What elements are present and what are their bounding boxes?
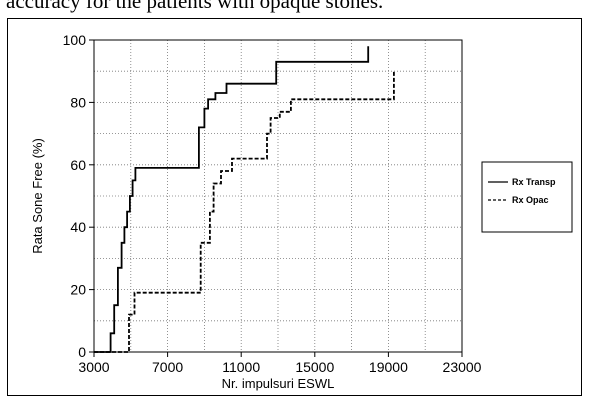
x-tick-label: 7000 bbox=[152, 359, 183, 375]
legend: Rx Transp Rx Opac bbox=[481, 161, 573, 233]
legend-box bbox=[481, 161, 573, 233]
y-axis-title: Rata Sone Free (%) bbox=[30, 138, 45, 254]
x-tick-label: 23000 bbox=[443, 359, 482, 375]
y-tick-label: 60 bbox=[70, 157, 86, 173]
y-tick-label: 0 bbox=[78, 344, 86, 360]
caption-text: accuracy for the patients with opaque st… bbox=[6, 0, 384, 13]
legend-label-1: Rx Transp bbox=[512, 177, 556, 187]
y-tick-label: 100 bbox=[63, 32, 87, 48]
x-axis-title: Nr. impulsuri ESWL bbox=[222, 376, 335, 391]
axis-ticks: 3000 7000 11000 15000 19000 23000 0 20 40 60 80 100 bbox=[63, 32, 482, 375]
x-tick-label: 19000 bbox=[369, 359, 408, 375]
series-line-2 bbox=[94, 71, 395, 353]
y-tick-label: 20 bbox=[70, 282, 86, 298]
series-line-1 bbox=[94, 46, 370, 353]
plot-area bbox=[93, 39, 463, 353]
y-tick-label: 80 bbox=[70, 94, 86, 110]
x-tick-label: 11000 bbox=[222, 359, 260, 375]
x-tick-label: 15000 bbox=[295, 359, 334, 375]
y-tick-label: 40 bbox=[70, 219, 86, 235]
legend-label-2: Rx Opac bbox=[512, 195, 549, 205]
x-tick-label: 3000 bbox=[78, 359, 109, 375]
gridlines bbox=[94, 40, 462, 352]
series-layer bbox=[94, 46, 395, 353]
